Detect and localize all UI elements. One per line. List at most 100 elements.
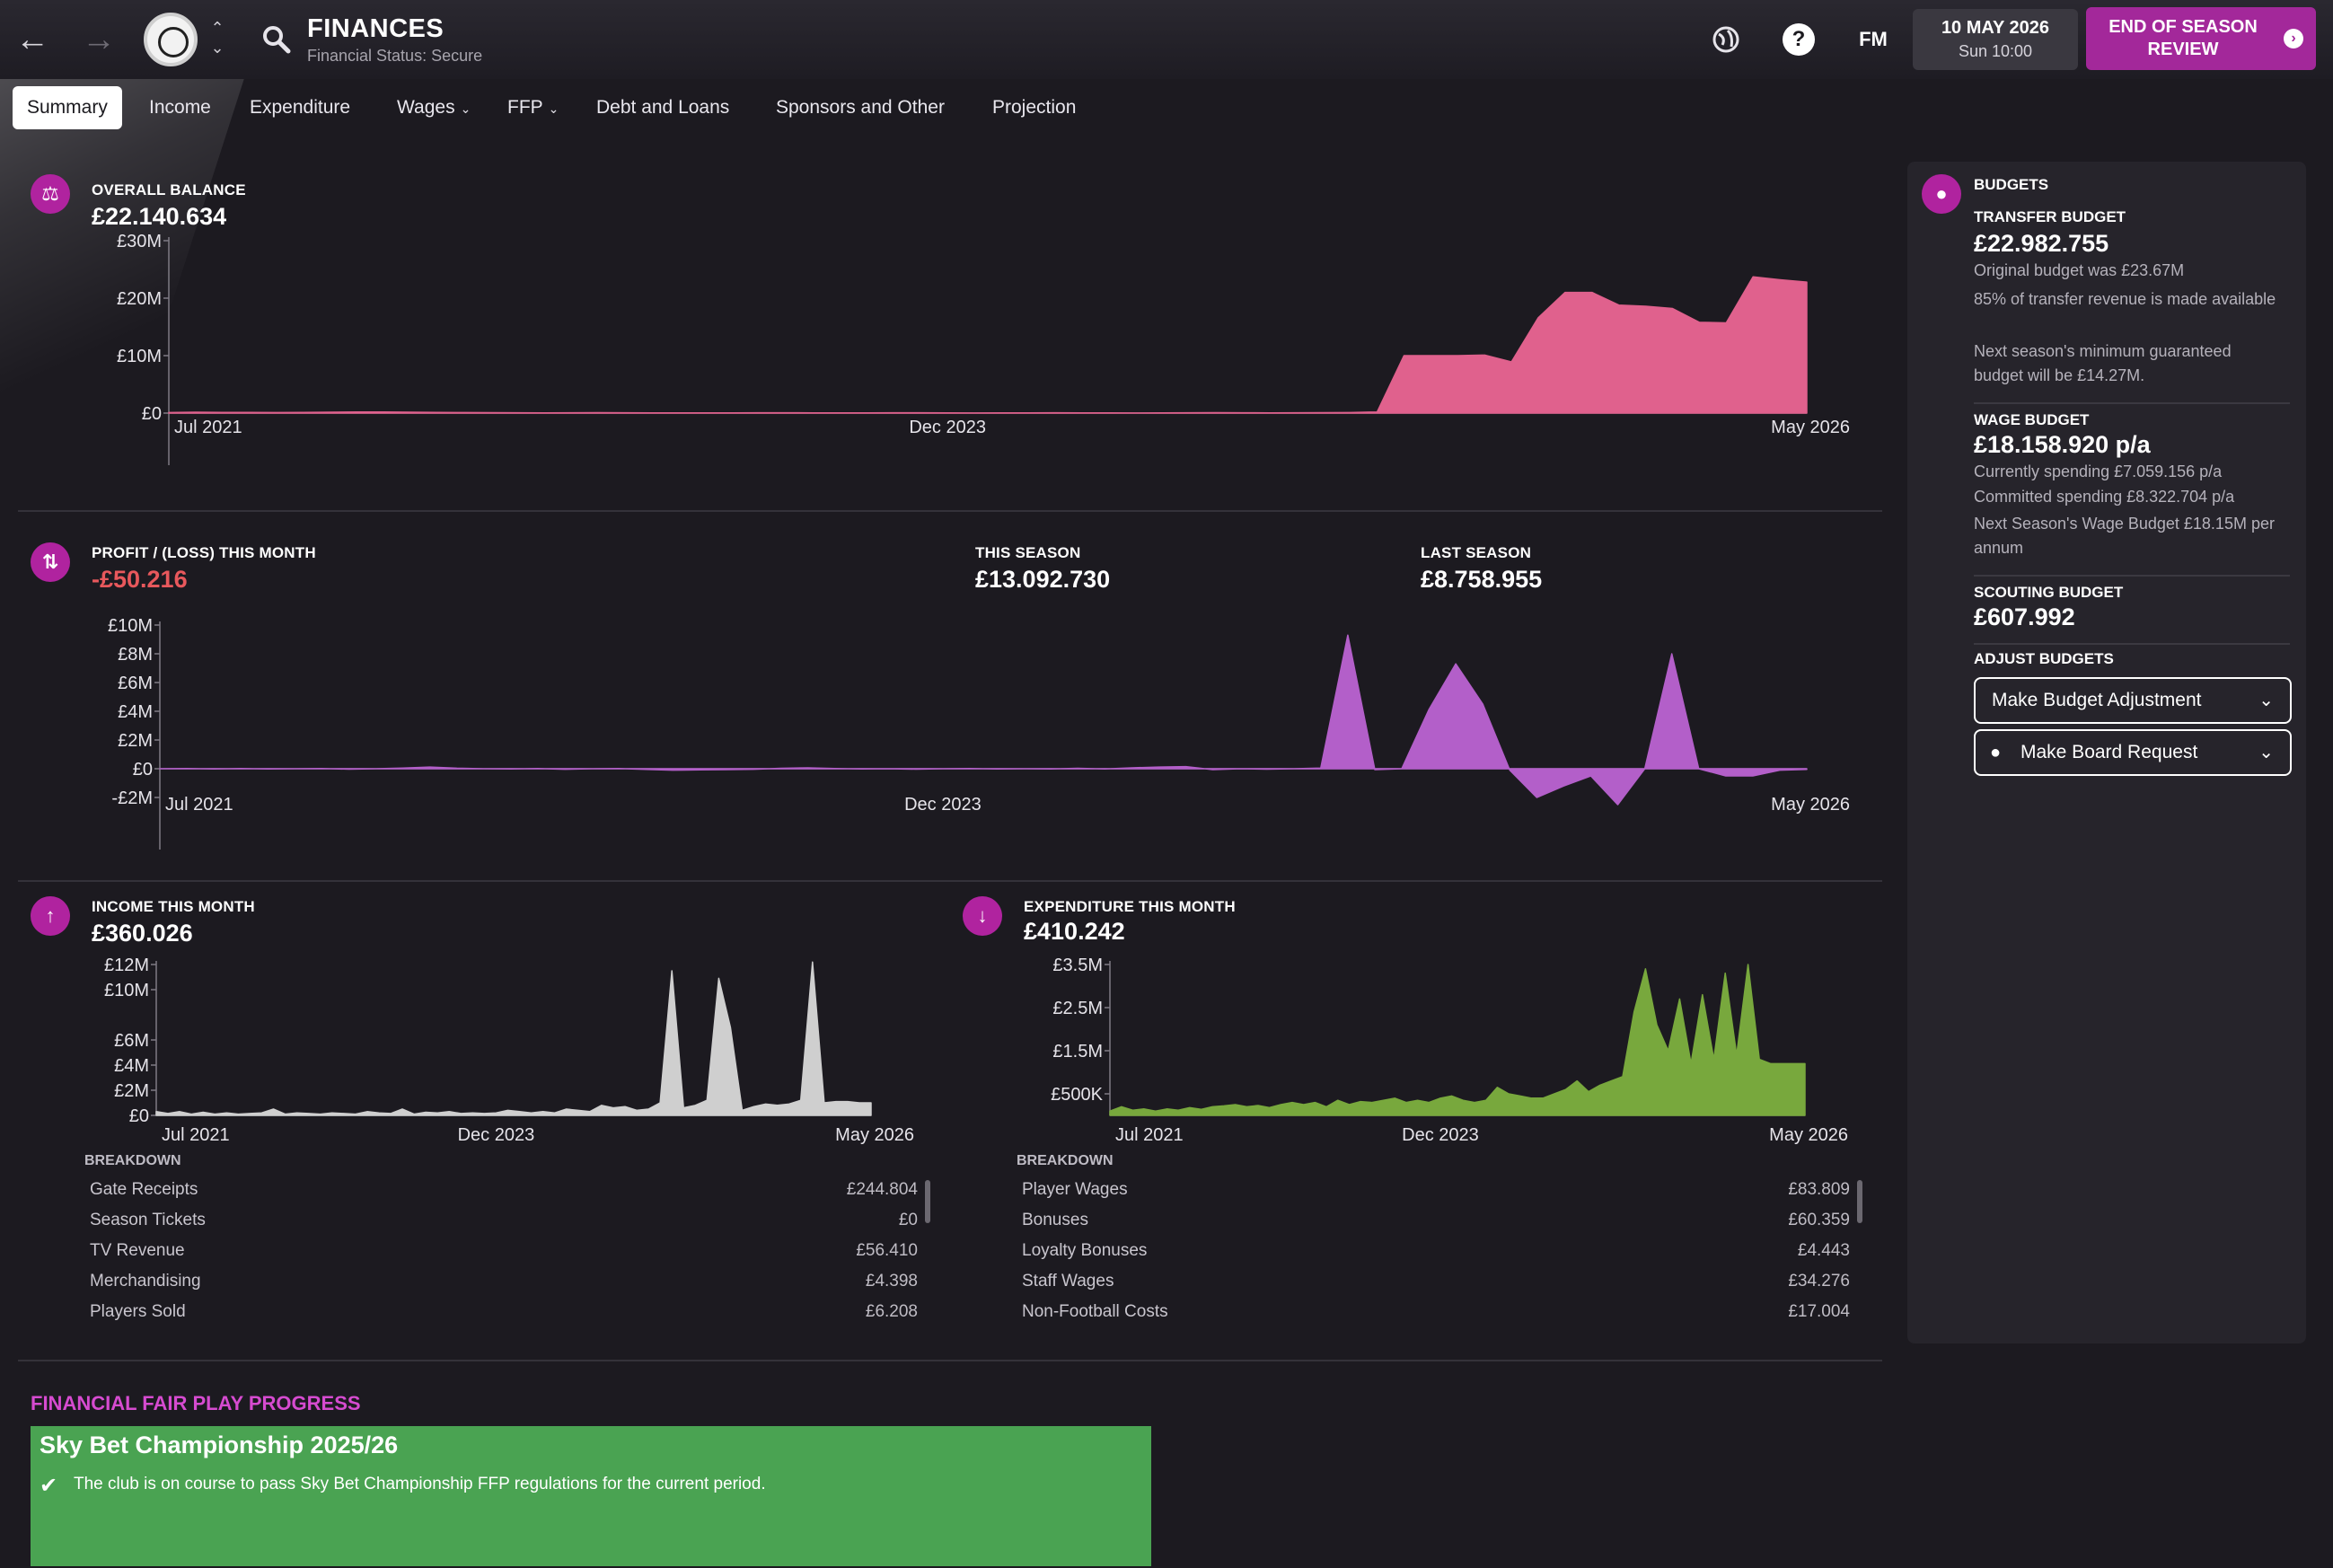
y-tick-label: £6M	[114, 1031, 149, 1051]
income-label: INCOME THIS MONTH	[92, 898, 255, 915]
area-series	[155, 961, 872, 1116]
wage-note: Committed spending £8.322.704 p/a	[1974, 488, 2235, 506]
wage-budget-value: £18.158.920 p/a	[1974, 431, 2151, 458]
x-tick-label: May 2026	[835, 1125, 914, 1145]
y-tick-label: £500K	[1051, 1085, 1103, 1105]
piggy-bank-icon: ●	[1922, 174, 1961, 214]
divider	[18, 1360, 1882, 1361]
separator	[1974, 643, 2290, 645]
income-arrow-up-icon: ↑	[31, 896, 70, 936]
y-tick-label: -£2M	[111, 788, 153, 808]
scouting-budget-value: £607.992	[1974, 603, 2075, 630]
list-item[interactable]: Bonuses £60.359	[1022, 1211, 1850, 1229]
transfer-budget-value: £22.982.755	[1974, 230, 2109, 257]
income-breakdown-title: BREAKDOWN	[84, 1153, 181, 1168]
tab-ffp[interactable]: FFP ⌄	[507, 97, 559, 118]
chevron-down-icon: ⌄	[548, 101, 559, 116]
area-series	[168, 276, 1808, 414]
last-season-label: LAST SEASON	[1421, 544, 1532, 561]
area-series	[159, 634, 1808, 806]
current-time: Sun 10:00	[1958, 42, 2033, 60]
eos-label: END OF SEASON REVIEW	[2109, 17, 2258, 59]
list-item[interactable]: Merchandising £4.398	[90, 1272, 918, 1291]
adjust-budgets-label: ADJUST BUDGETS	[1974, 650, 2114, 667]
budgets-title: BUDGETS	[1974, 176, 2049, 193]
separator	[1974, 575, 2290, 577]
y-tick-label: £2M	[114, 1081, 149, 1101]
y-tick-label: £6M	[118, 674, 153, 693]
end-of-season-review-button[interactable]: END OF SEASON REVIEW ›	[2086, 7, 2316, 70]
list-item[interactable]: Gate Receipts £244.804	[90, 1180, 918, 1199]
date-box[interactable]: 10 MAY 2026 Sun 10:00	[1913, 9, 2078, 70]
x-tick-label: Jul 2021	[162, 1125, 230, 1145]
make-budget-adjustment-dropdown[interactable]: Make Budget Adjustment ⌄	[1974, 677, 2292, 724]
budgets-panel: ● BUDGETS TRANSFER BUDGET £22.982.755 Or…	[1907, 162, 2306, 1343]
overall-balance-value: £22.140.634	[92, 203, 227, 230]
expenditure-chart: £500K £1.5M £2.5M £3.5M Jul 2021 Dec 2023 May …	[1051, 956, 1848, 1145]
y-tick-label: £3.5M	[1052, 956, 1103, 975]
x-tick-label: May 2026	[1771, 795, 1850, 815]
list-item[interactable]: Loyalty Bonuses £4.443	[1022, 1241, 1850, 1260]
forward-arrow-icon[interactable]: →	[82, 21, 116, 58]
list-item[interactable]: TV Revenue £56.410	[90, 1241, 918, 1260]
y-tick-label: £10M	[117, 347, 162, 366]
this-season-label: THIS SEASON	[975, 544, 1081, 561]
club-badge[interactable]	[144, 13, 198, 66]
x-tick-label: May 2026	[1771, 418, 1850, 437]
make-board-request-dropdown[interactable]: ● Make Board Request ⌄	[1974, 729, 2292, 776]
globe-icon[interactable]	[1710, 23, 1742, 56]
tab-projection[interactable]: Projection	[992, 97, 1077, 118]
ffp-message: The club is on course to pass Sky Bet Ch…	[74, 1475, 766, 1493]
tab-expenditure[interactable]: Expenditure	[250, 97, 351, 118]
y-tick-label: £4M	[118, 702, 153, 722]
x-tick-label: Dec 2023	[904, 795, 982, 815]
tab-wages[interactable]: Wages ⌄	[397, 97, 471, 118]
list-item[interactable]: Staff Wages £34.276	[1022, 1272, 1850, 1291]
list-item[interactable]: Non-Football Costs £17.004	[1022, 1302, 1850, 1321]
profit-value: -£50.216	[92, 566, 188, 593]
income-value: £360.026	[92, 920, 193, 947]
this-season-value: £13.092.730	[975, 566, 1111, 593]
y-tick-label: £0	[129, 1106, 149, 1126]
tab-sponsors-and-other[interactable]: Sponsors and Other	[776, 97, 945, 118]
search-icon[interactable]	[260, 23, 291, 54]
top-bar: ← → ⌃ ⌄ FINANCES Financial Status: Secure…	[0, 0, 2333, 79]
wage-note: Next Season's Wage Budget £18.15M per an…	[1974, 515, 2275, 557]
overall-balance-label: OVERALL BALANCE	[92, 181, 246, 198]
tab-debt-and-loans[interactable]: Debt and Loans	[596, 97, 730, 118]
fm-logo[interactable]: FM	[1859, 28, 1888, 50]
expenditure-arrow-down-icon: ↓	[963, 896, 1002, 936]
y-tick-label: £0	[133, 760, 153, 780]
profit-label: PROFIT / (LOSS) THIS MONTH	[92, 544, 316, 561]
transfer-note: Original budget was £23.67M	[1974, 261, 2185, 279]
tab-income[interactable]: Income	[149, 97, 211, 118]
divider	[18, 880, 1882, 882]
y-tick-label: £10M	[108, 616, 153, 636]
income-chart: £0 £2M £4M £6M £10M £12M Jul 2021 Dec 2023 May 2…	[104, 956, 914, 1145]
current-date: 10 MAY 2026	[1941, 18, 2050, 38]
y-tick-label: £0	[142, 404, 162, 424]
ffp-status-box: Sky Bet Championship 2025/26 ✔ The club …	[31, 1426, 1151, 1566]
expenditure-scrollbar[interactable]	[1857, 1180, 1862, 1223]
list-item[interactable]: Season Tickets £0	[90, 1211, 918, 1229]
x-tick-label: Jul 2021	[174, 418, 242, 437]
profit-loss-icon: ⇅	[31, 542, 70, 582]
y-tick-label: £12M	[104, 956, 149, 975]
help-icon[interactable]: ?	[1783, 23, 1815, 56]
last-season-value: £8.758.955	[1421, 566, 1543, 593]
y-tick-label: £1.5M	[1052, 1042, 1103, 1061]
x-tick-label: Dec 2023	[1402, 1125, 1479, 1145]
x-tick-label: Jul 2021	[165, 795, 233, 815]
chevron-down-icon: ⌄	[2258, 691, 2274, 710]
chevron-right-icon: ›	[2284, 29, 2303, 48]
list-item[interactable]: Players Sold £6.208	[90, 1302, 918, 1321]
expenditure-breakdown-title: BREAKDOWN	[1017, 1153, 1114, 1168]
tab-summary[interactable]: Summary	[13, 86, 122, 129]
x-tick-label: May 2026	[1769, 1125, 1848, 1145]
club-switcher-chevrons[interactable]: ⌃ ⌄	[210, 19, 224, 57]
y-tick-label: £4M	[114, 1056, 149, 1076]
income-scrollbar[interactable]	[925, 1180, 930, 1223]
expenditure-value: £410.242	[1024, 918, 1125, 945]
list-item[interactable]: Player Wages £83.809	[1022, 1180, 1850, 1199]
back-arrow-icon[interactable]: ←	[15, 21, 49, 58]
